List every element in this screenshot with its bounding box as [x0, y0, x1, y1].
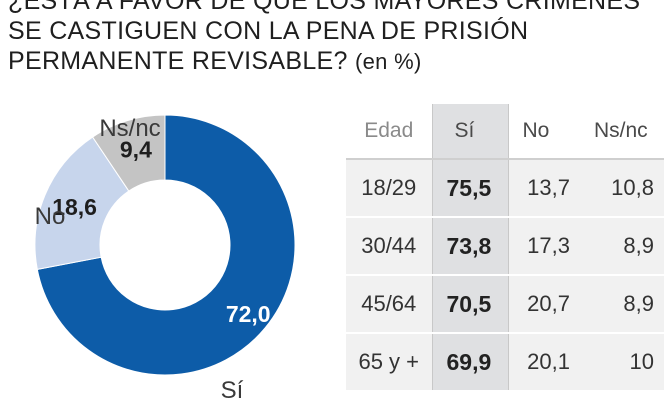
- header-si: Sí: [431, 104, 509, 160]
- table-row: 30/44 73,8 17,3 8,9: [346, 217, 664, 276]
- age-breakdown-table: Edad Sí No Ns/nc 18/29 75,5 13,7 10,8 30…: [346, 104, 664, 392]
- table-row: 65 y + 69,9 20,1 10: [346, 333, 664, 392]
- donut-slices: [34, 114, 296, 376]
- category-label-nsnc: Ns/nc: [99, 115, 160, 142]
- header-nsnc: Ns/nc: [584, 104, 664, 160]
- cell-no: 13,7: [508, 159, 584, 218]
- cell-si: 73,8: [431, 217, 509, 276]
- cell-edad: 18/29: [346, 159, 432, 218]
- value-label-no: 18,6: [52, 194, 97, 220]
- cell-si: 70,5: [431, 275, 509, 334]
- category-label-no: No: [35, 203, 66, 230]
- header-no: No: [508, 104, 584, 160]
- value-label-si: 72,0: [226, 301, 271, 327]
- cell-no: 20,7: [508, 275, 584, 334]
- value-label-nsnc: 9,4: [120, 136, 152, 162]
- cell-edad: 30/44: [346, 217, 432, 276]
- cell-no: 20,1: [508, 333, 584, 392]
- table-header-row: Edad Sí No Ns/nc: [346, 104, 664, 160]
- cell-no: 17,3: [508, 217, 584, 276]
- donut-slice-si: [36, 114, 296, 376]
- donut-chart: 72,0 Sí 18,6No 9,4Ns/nc: [34, 114, 296, 400]
- cell-nsnc: 8,9: [584, 275, 664, 334]
- table-row: 18/29 75,5 13,7 10,8: [346, 159, 664, 218]
- cell-edad: 65 y +: [346, 333, 432, 392]
- header-edad: Edad: [346, 104, 432, 160]
- cell-si: 75,5: [431, 159, 509, 218]
- title-line-2: se castiguen con la pena de prisión: [8, 17, 529, 45]
- chart-title: ¿Está a favor de que los mayores crímene…: [8, 0, 648, 77]
- title-unit: (en %): [355, 49, 422, 74]
- cell-nsnc: 10: [584, 333, 664, 392]
- title-line-3: permanente revisable?: [8, 47, 348, 75]
- title-line-1: ¿Está a favor de que los mayores crímene…: [8, 0, 641, 15]
- cell-si: 69,9: [431, 333, 509, 392]
- category-label-si: Sí: [221, 377, 244, 400]
- cell-nsnc: 10,8: [584, 159, 664, 218]
- donut-slice-nsnc: [91, 114, 166, 192]
- cell-edad: 45/64: [346, 275, 432, 334]
- cell-nsnc: 8,9: [584, 217, 664, 276]
- donut-labels: 72,0 Sí 18,6No 9,4Ns/nc: [35, 115, 271, 400]
- table-row: 45/64 70,5 20,7 8,9: [346, 275, 664, 334]
